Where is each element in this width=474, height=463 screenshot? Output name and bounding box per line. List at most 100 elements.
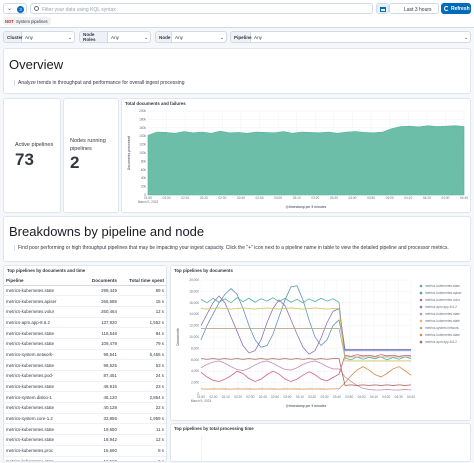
legend-item: metrics-kubernetes.volur [419, 298, 461, 302]
grid [200, 279, 412, 395]
refresh-button[interactable]: Refresh [441, 3, 471, 14]
time-spent-cell: 11 s [118, 423, 166, 436]
documents-cell: 48,916 [69, 381, 119, 393]
x-tick-label: 03:50 [345, 395, 353, 399]
series-line [200, 295, 411, 355]
column-header[interactable]: Total time spent [118, 276, 166, 286]
legend-item: metrics-kubernetes.state [419, 319, 460, 323]
x-tick-label: 03:00 [274, 196, 282, 200]
x-tick-label: 02:00 [163, 196, 171, 200]
date-label: March 9, 2023 [191, 399, 212, 403]
saved-query-button[interactable]: ⌄ 3 [3, 3, 27, 14]
y-tick-label: 140k [139, 134, 146, 138]
x-tick-label: 04:00 [358, 395, 366, 399]
x-tick-label: 03:30 [321, 395, 329, 399]
pipeline-table: Pipeline Documents Total time spent metric… [4, 276, 166, 461]
control-pipeline[interactable]: Pipeline Any ⌄ [230, 31, 471, 43]
x-tick-label: 03:40 [333, 395, 341, 399]
table-row[interactable]: metrics-system.network- 98,541 6,456 s [4, 349, 166, 361]
control-cluster[interactable]: Cluster Any ⌄ [3, 31, 75, 43]
series-area [147, 125, 465, 196]
table-row[interactable]: metrics-kubernetes.state 98,525 53 s [4, 359, 166, 371]
legend-item: metrics-kubernetes.apiser [419, 291, 463, 295]
table-row[interactable]: metrics-kubernetes.proc 15,660 8 s [4, 445, 166, 457]
search-input[interactable]: Filter your data using KQL syntax [30, 3, 373, 14]
time-spent-cell: 12 s [118, 306, 166, 318]
x-tick-label: 02:40 [237, 196, 245, 200]
y-tick-label: 120k [139, 143, 146, 147]
table-row[interactable]: metrics-kubernetes.state 299,449 69 s [4, 285, 166, 297]
x-tick-label: 01:50 [197, 395, 205, 399]
table-row[interactable]: metrics-system.core-1.2 32,856 1,959 s [4, 413, 166, 425]
table-row[interactable]: metrics-kubernetes.state 109,478 79 s [4, 338, 166, 350]
table-row[interactable]: metrics-kubernetes.state 18,942 12 s [4, 434, 166, 446]
documents-cell: 260,464 [69, 306, 119, 318]
total-documents-chart-panel: Total documents and failures 01:50 02:00 0… [121, 98, 471, 213]
pipeline-name-cell: metrics-kubernetes.state [4, 359, 70, 371]
x-tick-label: 03:10 [296, 395, 304, 399]
documents-cell: 98,525 [69, 359, 119, 371]
y-tick-label: 16,000 [189, 301, 199, 305]
processing-time-chart-panel: Top pipelines by total processing time [170, 423, 471, 463]
pipeline-name-cell: metrics-kubernetes.apiser [4, 295, 70, 307]
control-label: Node Roles [80, 32, 108, 42]
table-row[interactable]: metrics-kubernetes.state 48,916 23 s [4, 381, 166, 393]
active-pipelines-label: Active pipelines [15, 142, 54, 148]
pipeline-name-cell: metrics-kubernetes.state [4, 381, 70, 393]
time-spent-cell: 24 s [118, 370, 166, 382]
control-label: Pipeline [231, 32, 252, 42]
x-tick-label: 02:20 [200, 196, 208, 200]
x-tick-label: 02:50 [271, 395, 279, 399]
legend-swatch [419, 291, 423, 295]
x-axis-label: @timestamp per 5 minutes [286, 205, 327, 209]
y-tick-label: 60k [141, 168, 147, 172]
x-tick-label: 02:20 [234, 395, 242, 399]
series-line [200, 297, 412, 361]
filter-not-label: NOT [5, 18, 14, 24]
documents-cell: 10,560 [69, 456, 119, 461]
chevron-down-icon: ⌄ [464, 35, 469, 41]
table-row[interactable]: metrics-kubernetes.state 19,650 11 s [4, 423, 166, 436]
x-tick-label: 01:50 [144, 196, 152, 200]
active-pipelines-value: 73 [15, 150, 34, 169]
pipelines-chart-panel: Top pipelines by documents 01:50 02:00 02:… [170, 265, 471, 421]
y-tick-label: 0 [197, 392, 199, 396]
table-row[interactable]: metrics-system.diskio-1 45,120 2,854 s [4, 391, 166, 404]
table-row[interactable]: metrics-apm.app-8.6.2 137,920 1,552 s [4, 317, 166, 329]
x-tick-label: 02:10 [181, 196, 189, 200]
x-tick-label: 03:20 [311, 196, 319, 200]
y-tick-label: 100k [139, 151, 146, 155]
documents-cell: 45,120 [69, 391, 119, 404]
control-value: Any [111, 34, 119, 40]
time-spent-cell: 84 s [118, 327, 166, 339]
chevron-down-icon: ⌄ [68, 35, 73, 41]
pipeline-name-cell: metrics-kubernetes.volur [4, 306, 70, 318]
date-picker-button[interactable] [376, 3, 389, 14]
nodes-running-value: 2 [70, 153, 80, 172]
x-tick-label: 03:30 [330, 196, 338, 200]
processing-time-chart-title: Top pipelines by total processing time [174, 426, 254, 431]
table-row[interactable]: metrics-kubernetes.state 40,128 22 s [4, 402, 166, 414]
filter-pill[interactable]: NOT System pipelines [3, 17, 51, 25]
time-range-display[interactable]: Last 3 hours [389, 3, 439, 14]
control-node[interactable]: Node Any ⌄ [155, 31, 227, 43]
table-row[interactable]: metrics-kubernetes.apiser 265,685 15 s [4, 295, 166, 307]
y-tick-label: 200k [139, 109, 146, 113]
column-header[interactable]: Pipeline [4, 276, 70, 286]
x-tick-label: 03:10 [293, 196, 301, 200]
y-tick-label: 12,000 [189, 324, 199, 328]
y-tick-label: 2,000 [191, 381, 199, 385]
table-row[interactable]: metrics-kubernetes.state 10,560 6 s [4, 456, 166, 461]
control-value: Any [175, 34, 183, 40]
series-line [200, 307, 411, 362]
table-row[interactable]: metrics-kubernetes.pod- 87,451 24 s [4, 370, 166, 382]
time-spent-cell: 53 s [118, 359, 166, 371]
column-header[interactable]: Documents [69, 276, 119, 286]
pipeline-name-cell: metrics-kubernetes.state [4, 402, 70, 414]
table-row[interactable]: metrics-kubernetes.volur 260,464 12 s [4, 306, 166, 318]
documents-cell: 32,856 [69, 413, 119, 425]
control-label: Node [156, 32, 172, 42]
table-row[interactable]: metrics-kubernetes.state 118,548 84 s [4, 327, 166, 339]
legend-item: metrics-apm.app-8.6.2 [419, 340, 457, 344]
control-node-roles[interactable]: Node Roles Any ⌄ [79, 31, 151, 43]
